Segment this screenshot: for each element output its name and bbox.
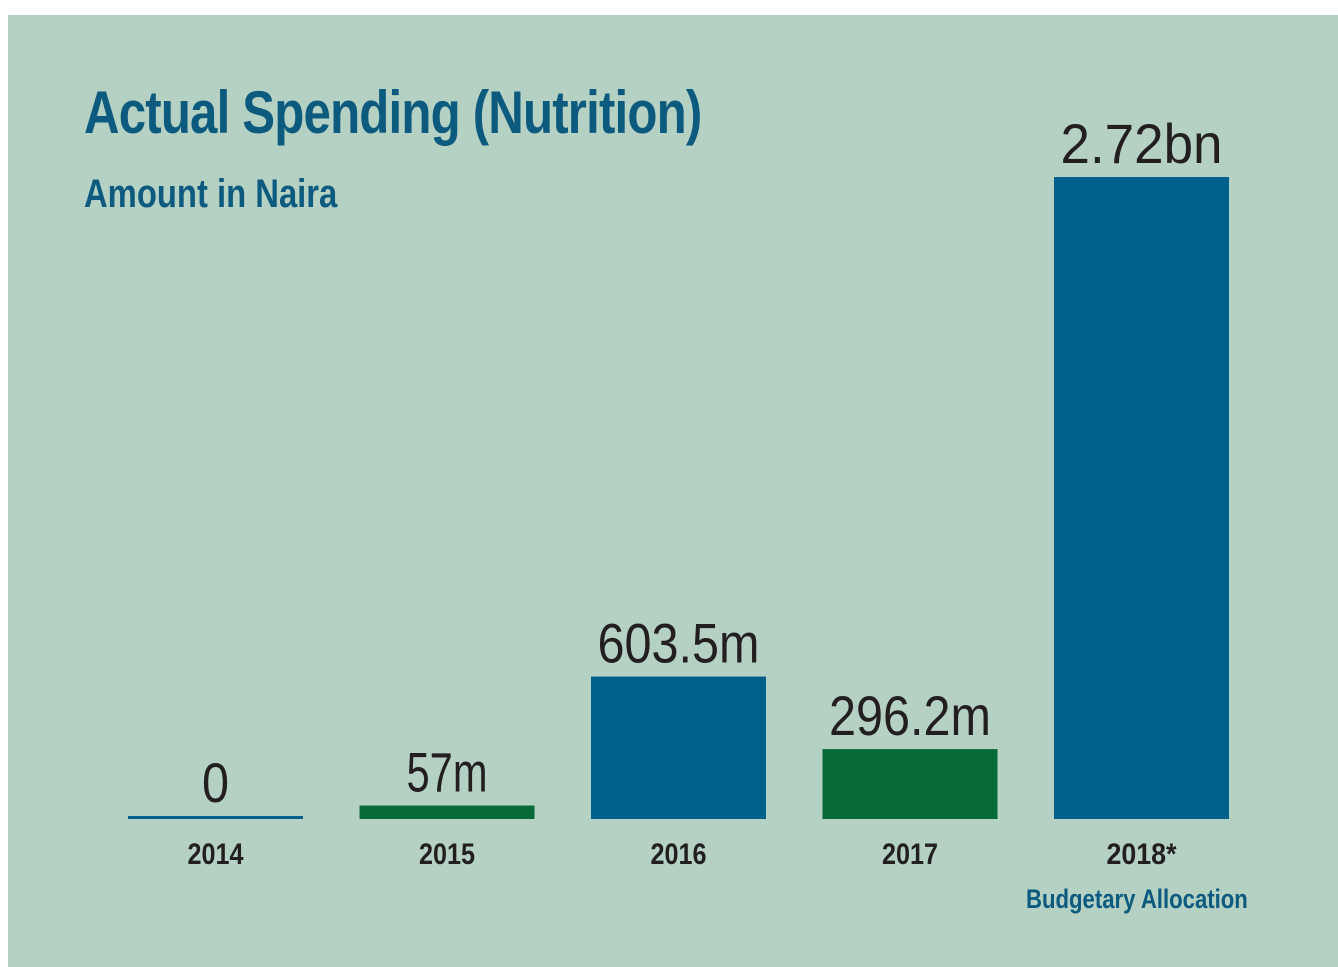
bar-2018 <box>1054 177 1229 819</box>
bar-2016 <box>591 676 766 819</box>
value-label-2017: 296.2m <box>829 684 991 747</box>
category-label-2016: 2016 <box>651 838 707 871</box>
bar-2015 <box>359 805 535 819</box>
chart-subtitle: Amount in Naira <box>84 172 338 216</box>
budgetary-allocation-note: Budgetary Allocation <box>1026 884 1248 914</box>
category-label-2015: 2015 <box>419 838 475 871</box>
value-label-2018: 2.72bn <box>1061 112 1223 175</box>
value-label-2016: 603.5m <box>598 612 760 675</box>
category-label-2014: 2014 <box>188 838 244 871</box>
bar-2014 <box>128 816 303 819</box>
value-label-2015: 57m <box>407 741 488 804</box>
chart-title: Actual Spending (Nutrition) <box>84 79 702 146</box>
bar-2017 <box>822 749 998 819</box>
category-label-2017: 2017 <box>882 838 938 871</box>
value-label-2014: 0 <box>202 751 229 814</box>
category-label-2018: 2018* <box>1107 838 1177 871</box>
